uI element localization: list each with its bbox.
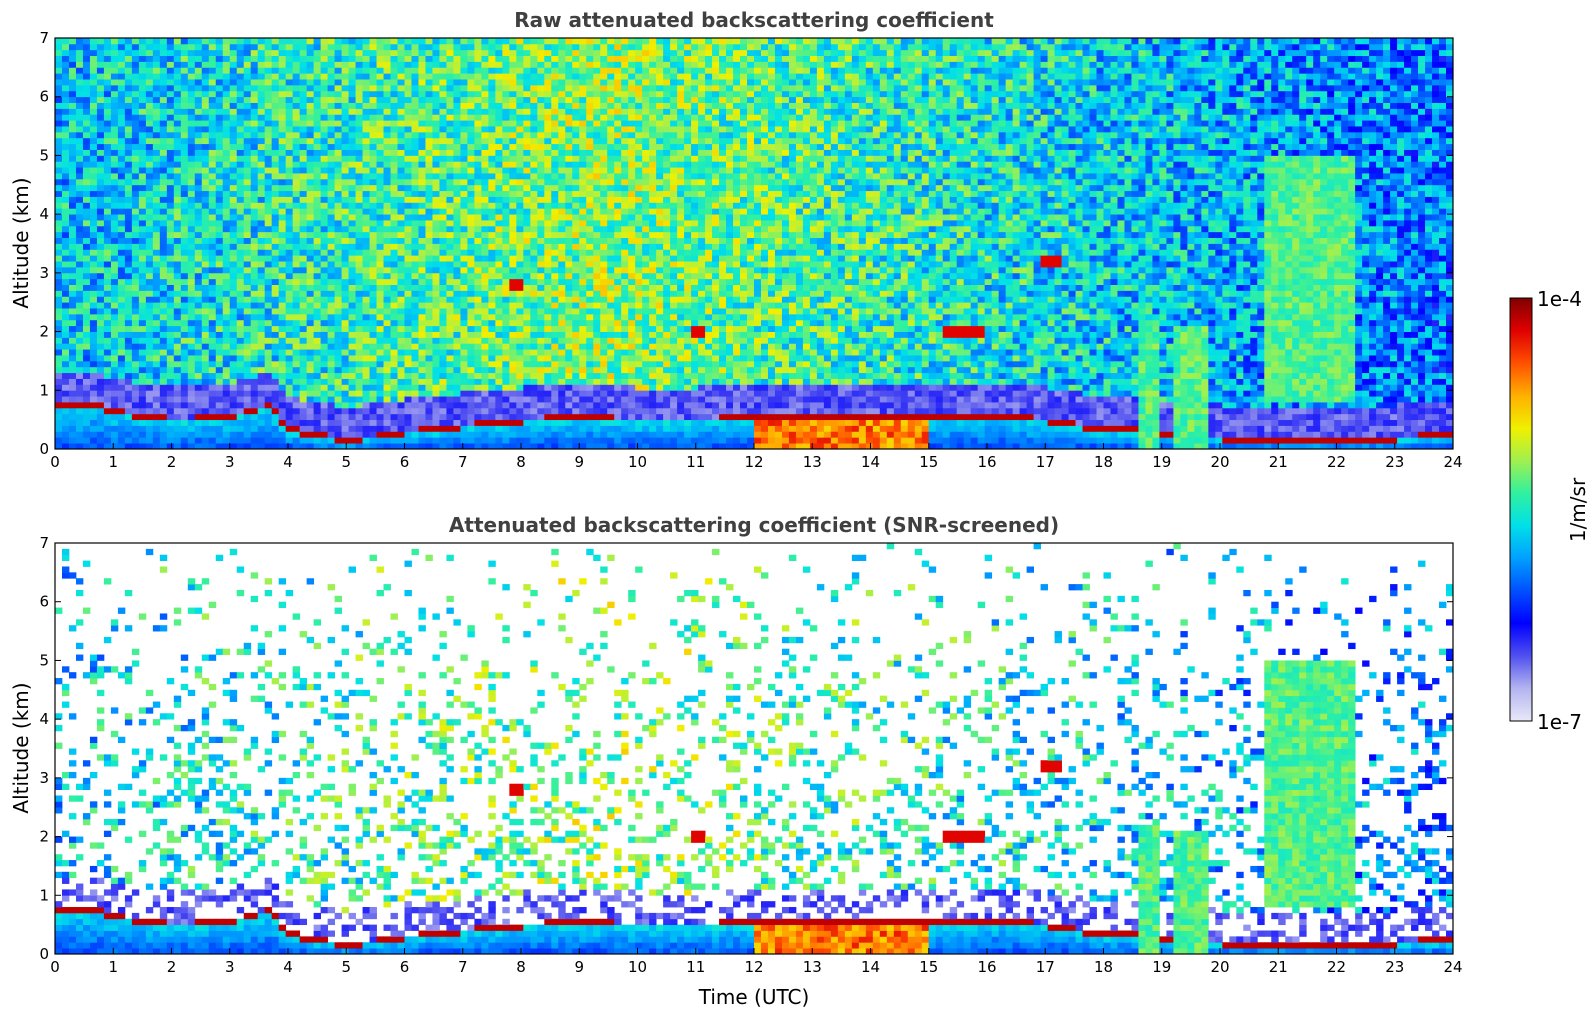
x-tick-label: 11 — [686, 453, 705, 471]
y-tick-label: 1 — [39, 381, 49, 399]
x-tick-label: 10 — [628, 453, 647, 471]
y-tick-label: 3 — [39, 769, 49, 787]
x-tick-label: 15 — [919, 453, 938, 471]
x-tick-label: 21 — [1269, 453, 1288, 471]
x-tick-label: 6 — [400, 453, 410, 471]
panel-screened-heatmap — [55, 543, 1453, 954]
colorbar: 1e-4 1e-7 1/m/sr — [1509, 287, 1590, 734]
panel-screened: Attenuated backscattering coefficient (S… — [9, 513, 1463, 1009]
x-tick-label: 19 — [1152, 958, 1171, 976]
x-tick-label: 1 — [108, 453, 118, 471]
panel-raw-ylabel: Altitude (km) — [9, 177, 33, 308]
x-tick-label: 5 — [341, 453, 351, 471]
x-tick-label: 0 — [50, 958, 60, 976]
y-tick-label: 2 — [39, 828, 49, 846]
y-tick-label: 7 — [39, 29, 49, 47]
x-tick-label: 20 — [1210, 958, 1229, 976]
x-tick-label: 24 — [1443, 958, 1462, 976]
x-tick-label: 16 — [977, 453, 996, 471]
x-tick-label: 3 — [225, 958, 235, 976]
x-tick-label: 17 — [1036, 958, 1055, 976]
colorbar-gradient — [1509, 297, 1533, 722]
y-tick-label: 6 — [39, 88, 49, 106]
x-tick-label: 8 — [516, 958, 526, 976]
x-tick-label: 11 — [686, 958, 705, 976]
x-tick-label: 13 — [803, 958, 822, 976]
y-tick-label: 5 — [39, 146, 49, 164]
x-tick-label: 14 — [861, 958, 880, 976]
x-tick-label: 12 — [744, 958, 763, 976]
x-tick-label: 16 — [977, 958, 996, 976]
panel-screened-xlabel: Time (UTC) — [698, 985, 810, 1009]
x-tick-label: 1 — [108, 958, 118, 976]
colorbar-unit-label: 1/m/sr — [1566, 477, 1590, 542]
x-tick-label: 13 — [803, 453, 822, 471]
y-tick-label: 6 — [39, 593, 49, 611]
panel-raw-heatmap — [55, 38, 1453, 449]
y-tick-label: 4 — [39, 205, 49, 223]
x-tick-label: 4 — [283, 958, 293, 976]
x-tick-label: 9 — [574, 453, 584, 471]
x-tick-label: 8 — [516, 453, 526, 471]
panel-screened-title: Attenuated backscattering coefficient (S… — [449, 513, 1059, 537]
panel-screened-ylabel: Altitude (km) — [9, 682, 33, 813]
x-tick-label: 0 — [50, 453, 60, 471]
panel-raw: Raw attenuated backscattering coefficien… — [9, 8, 1463, 471]
x-tick-label: 22 — [1327, 453, 1346, 471]
x-tick-label: 15 — [919, 958, 938, 976]
x-tick-label: 23 — [1385, 958, 1404, 976]
x-tick-label: 21 — [1269, 958, 1288, 976]
y-tick-label: 0 — [39, 945, 49, 963]
x-tick-label: 2 — [167, 453, 177, 471]
panel-raw-ticks: 0 1 2 3 4 5 6 7 8 9 10 11 12 13 14 15 16 17 18 19 20 21 22 23 24… — [39, 29, 1462, 471]
x-tick-label: 17 — [1036, 453, 1055, 471]
y-tick-label: 2 — [39, 323, 49, 341]
x-tick-label: 18 — [1094, 453, 1113, 471]
x-tick-label: 19 — [1152, 453, 1171, 471]
y-tick-label: 1 — [39, 886, 49, 904]
x-tick-label: 3 — [225, 453, 235, 471]
x-tick-label: 18 — [1094, 958, 1113, 976]
panel-raw-title: Raw attenuated backscattering coefficien… — [514, 8, 994, 32]
x-tick-label: 7 — [458, 958, 468, 976]
x-tick-label: 2 — [167, 958, 177, 976]
x-tick-label: 5 — [341, 958, 351, 976]
x-tick-label: 20 — [1210, 453, 1229, 471]
x-tick-label: 9 — [574, 958, 584, 976]
y-tick-label: 7 — [39, 534, 49, 552]
x-tick-label: 24 — [1443, 453, 1462, 471]
y-tick-label: 4 — [39, 710, 49, 728]
colorbar-min-label: 1e-7 — [1537, 710, 1582, 734]
x-tick-label: 7 — [458, 453, 468, 471]
panel-screened-ticks: 0 1 2 3 4 5 6 7 8 9 10 11 12 13 14 15 16 17 18 19 20 21 22 23 24… — [39, 534, 1462, 976]
y-tick-label: 3 — [39, 264, 49, 282]
colorbar-max-label: 1e-4 — [1537, 287, 1582, 311]
x-tick-label: 14 — [861, 453, 880, 471]
x-tick-label: 4 — [283, 453, 293, 471]
y-tick-label: 5 — [39, 651, 49, 669]
x-tick-label: 23 — [1385, 453, 1404, 471]
x-tick-label: 6 — [400, 958, 410, 976]
x-tick-label: 10 — [628, 958, 647, 976]
x-tick-label: 22 — [1327, 958, 1346, 976]
y-tick-label: 0 — [39, 440, 49, 458]
x-tick-label: 12 — [744, 453, 763, 471]
